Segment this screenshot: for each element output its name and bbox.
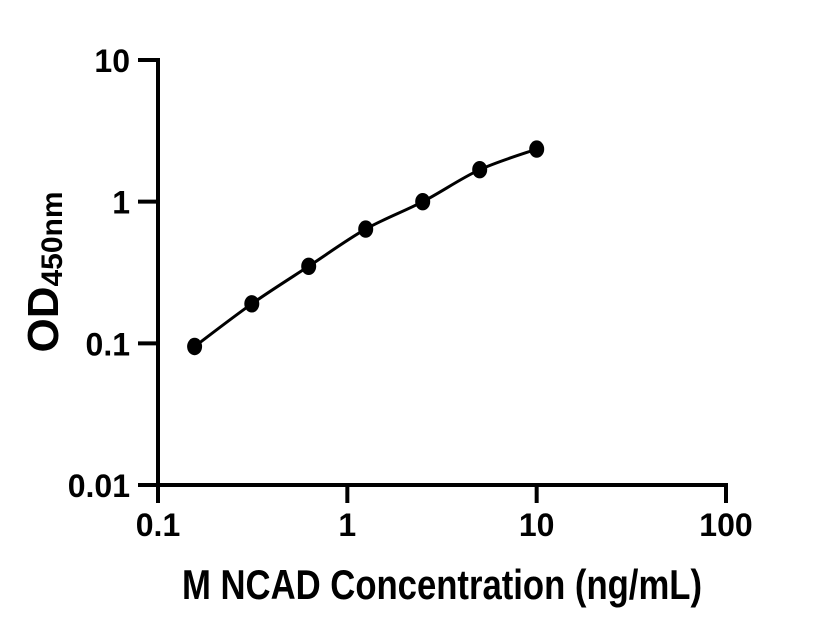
y-axis-tick-labels: 10 1 0.1 0.01 (68, 43, 130, 504)
data-point-marker (301, 257, 317, 275)
y-axis-title-subscript: 450nm (36, 191, 69, 286)
data-point-marker (187, 337, 203, 356)
data-series (187, 140, 545, 356)
y-axis-ticks (138, 58, 158, 487)
data-point-marker (358, 220, 374, 238)
y-tick-label: 0.1 (86, 326, 130, 362)
y-axis-title: OD450nm (19, 191, 69, 352)
x-tick-label: 0.1 (136, 507, 180, 543)
x-axis-title: M NCAD Concentration (ng/mL) (182, 561, 702, 608)
y-tick-label: 1 (112, 185, 130, 221)
data-point-marker (472, 161, 488, 179)
y-axis-title-main: OD (19, 287, 68, 353)
standard-curve-line (193, 147, 538, 348)
data-point-marker (244, 295, 260, 313)
x-axis-ticks (156, 485, 728, 503)
x-axis-tick-labels: 0.1 1 10 100 (136, 507, 753, 543)
y-tick-label: 10 (94, 43, 130, 79)
y-tick-label: 0.01 (68, 468, 130, 504)
data-point-marker (529, 140, 545, 158)
axes (156, 58, 728, 487)
x-tick-label: 1 (338, 507, 356, 543)
x-tick-label: 100 (699, 507, 752, 543)
data-point-marker (415, 193, 431, 211)
x-tick-label: 10 (519, 507, 555, 543)
axis-spine (156, 58, 728, 487)
